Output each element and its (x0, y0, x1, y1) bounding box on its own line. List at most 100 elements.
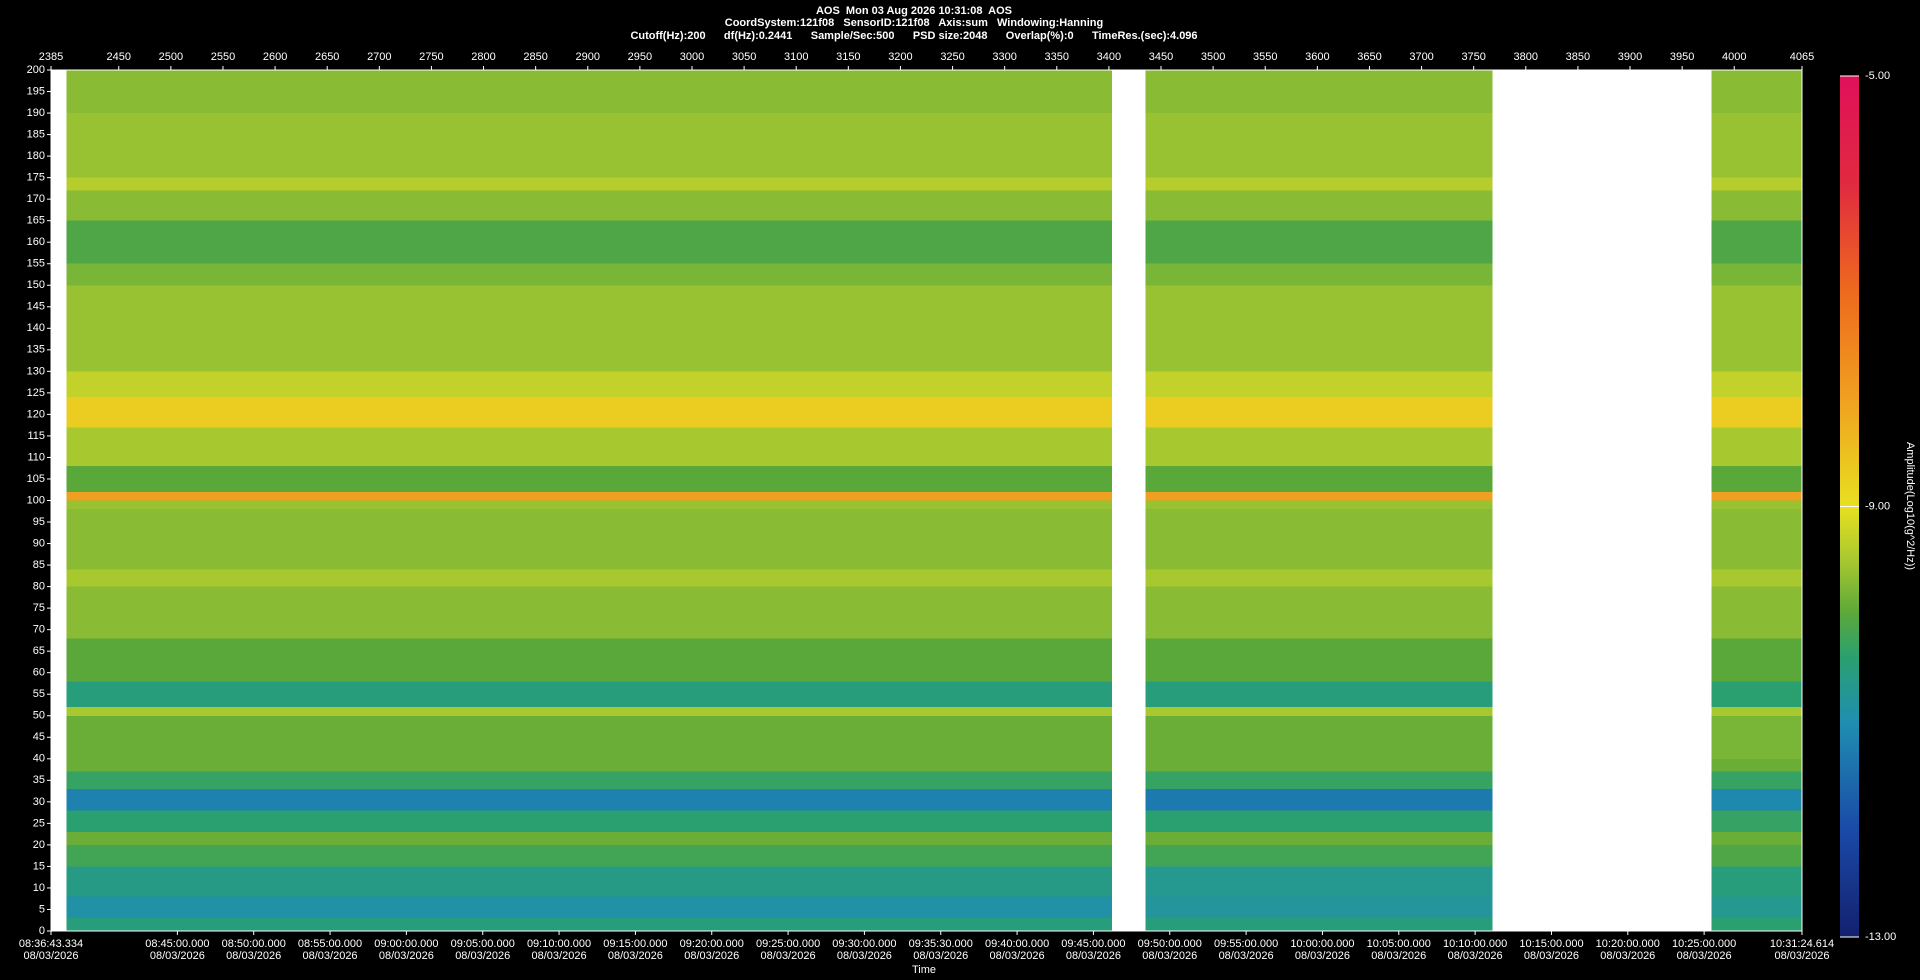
heatmap-cell (1145, 810, 1493, 832)
x-tick-label: 2800 (471, 51, 495, 63)
heatmap-cell (66, 70, 1113, 114)
y-tick-label: 15 (33, 860, 45, 872)
time-tick-label: 09:45:00.000 (1061, 938, 1125, 950)
x-tick-label: 3750 (1461, 51, 1485, 63)
heatmap-cell (1711, 190, 1802, 221)
x-tick-label: 2450 (107, 51, 131, 63)
heatmap-cell (66, 707, 1113, 716)
colorbar-label: Amplitude(Log10(g^2/Hz)) (1904, 442, 1916, 570)
x-tick-label: 3850 (1566, 51, 1590, 63)
y-tick-label: 80 (33, 581, 45, 593)
time-tick-date: 08/03/2026 (226, 950, 281, 962)
x-tick-label: 3350 (1045, 51, 1069, 63)
time-tick-label: 09:05:00.000 (451, 938, 515, 950)
heatmap-cell (1145, 586, 1493, 639)
heatmap-cell (66, 220, 1113, 264)
heatmap-cell (1145, 190, 1493, 221)
heatmap-cell (66, 509, 1113, 570)
heatmap-cell (1145, 788, 1493, 811)
heatmap-cell (1711, 707, 1802, 716)
heatmap-cell (1145, 397, 1493, 428)
heatmap-cell (1145, 844, 1493, 867)
x-tick-label: 2950 (628, 51, 652, 63)
heatmap-cell (1711, 681, 1802, 708)
x-tick-label: 3000 (680, 51, 704, 63)
heatmap-cell (1145, 371, 1493, 398)
y-tick-label: 35 (33, 774, 45, 786)
heatmap-cell (1711, 491, 1802, 501)
heatmap-cell (1711, 918, 1802, 931)
x-tick-label: 2850 (523, 51, 547, 63)
time-tick-date: 08/03/2026 (1142, 950, 1197, 962)
y-tick-label: 5 (39, 903, 45, 915)
heatmap-cell (1711, 177, 1802, 191)
time-tick-date: 08/03/2026 (532, 950, 587, 962)
heatmap-cell (1145, 918, 1493, 931)
time-tick-label: 09:30:00.000 (832, 938, 896, 950)
time-tick-label: 09:55:00.000 (1214, 938, 1278, 950)
colorbar-tick-label: -5.00 (1865, 70, 1890, 82)
heatmap-cell (66, 896, 1113, 919)
heatmap-cell (1711, 569, 1802, 587)
y-tick-label: 120 (27, 408, 45, 420)
heatmap-cell (1145, 466, 1493, 492)
heatmap-cell (1145, 263, 1493, 286)
heatmap-cell (1711, 844, 1802, 867)
time-tick-label: 10:00:00.000 (1290, 938, 1354, 950)
heatmap-cell (66, 638, 1113, 682)
heatmap-cell (1145, 491, 1493, 501)
colorbar-tick-label: -13.00 (1865, 931, 1896, 943)
heatmap-cell (1711, 397, 1802, 428)
y-tick-label: 180 (27, 150, 45, 162)
x-tick-label: 3550 (1253, 51, 1277, 63)
heatmap-cell (66, 918, 1113, 931)
time-tick-label: 10:20:00.000 (1596, 938, 1660, 950)
time-tick-date: 08/03/2026 (455, 950, 510, 962)
time-tick-label: 09:25:00.000 (756, 938, 820, 950)
heatmap-cell (1145, 113, 1493, 178)
x-tick-label: 2500 (159, 51, 183, 63)
heatmap-cell (1711, 509, 1802, 570)
time-tick-label: 10:15:00.000 (1519, 938, 1583, 950)
heatmap-cell (1145, 707, 1493, 716)
x-tick-label: 3400 (1097, 51, 1121, 63)
heatmap-cell (1711, 371, 1802, 398)
y-tick-label: 190 (27, 107, 45, 119)
heatmap-cell (66, 500, 1113, 510)
y-tick-label: 70 (33, 624, 45, 636)
heatmap-cell (1711, 500, 1802, 510)
heatmap-cell (1711, 263, 1802, 286)
heatmap-cell (66, 285, 1113, 372)
heatmap-cell (1711, 771, 1802, 789)
time-tick-date: 08/03/2026 (150, 950, 205, 962)
x-tick-label: 3900 (1618, 51, 1642, 63)
x-tick-label: 3450 (1149, 51, 1173, 63)
y-tick-label: 170 (27, 193, 45, 205)
x-tick-label: 4065 (1790, 51, 1814, 63)
time-tick-label: 08:55:00.000 (298, 938, 362, 950)
y-tick-label: 60 (33, 667, 45, 679)
time-tick-label: 10:31:24.614 (1770, 938, 1834, 950)
heatmap-cell (1145, 220, 1493, 264)
time-tick-label: 09:10:00.000 (527, 938, 591, 950)
y-tick-label: 140 (27, 322, 45, 334)
time-tick-date: 08/03/2026 (23, 950, 78, 962)
time-tick-date: 08/03/2026 (1371, 950, 1426, 962)
y-tick-label: 30 (33, 796, 45, 808)
x-tick-label: 3950 (1670, 51, 1694, 63)
time-tick-label: 09:15:00.000 (603, 938, 667, 950)
y-tick-label: 175 (27, 172, 45, 184)
y-tick-label: 115 (27, 430, 45, 442)
heatmap-cell (1711, 113, 1802, 178)
heatmap-cell (1145, 70, 1493, 114)
colorbar-tick-label: -9.00 (1865, 500, 1890, 512)
heatmap (66, 70, 1802, 931)
heatmap-cell (1711, 220, 1802, 264)
heatmap-cell (66, 397, 1113, 428)
chart-subtitle: Cutoff(Hz):200 df(Hz):0.2441 Sample/Sec:… (630, 30, 1197, 42)
heatmap-cell (1711, 466, 1802, 492)
x-tick-label: 3150 (836, 51, 860, 63)
y-tick-label: 135 (27, 344, 45, 356)
time-tick-label: 10:10:00.000 (1443, 938, 1507, 950)
heatmap-cell (66, 371, 1113, 398)
